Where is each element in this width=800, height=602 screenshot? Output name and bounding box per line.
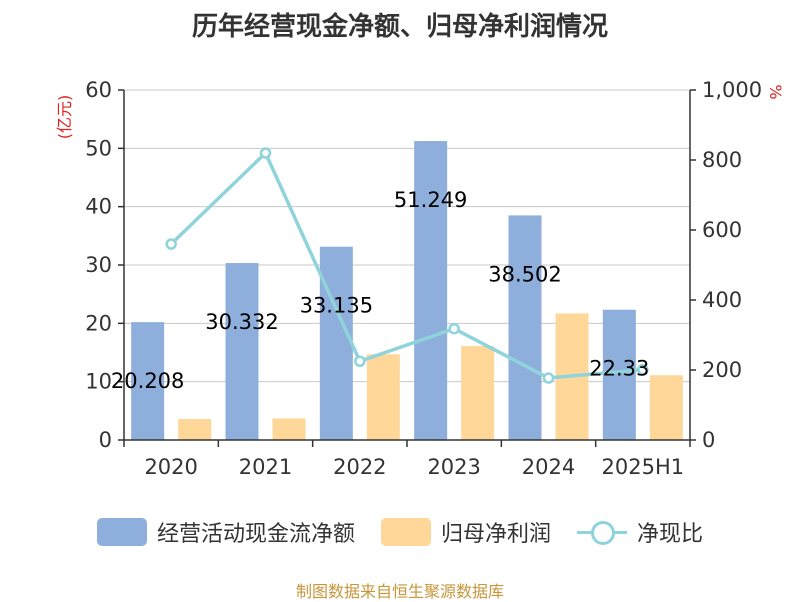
bar-data-label: 20.208 (111, 369, 184, 393)
source-note: 制图数据来自恒生聚源数据库 (295, 582, 504, 601)
left-axis-tick-label: 60 (85, 78, 112, 102)
combo-chart: 010203040506002004006008001,000(亿元)%2020… (55, 78, 785, 479)
right-axis-tick-label: 600 (702, 218, 742, 242)
legend: 经营活动现金流净额 归母净利润 净现比 (0, 516, 800, 548)
bar-cashflow (225, 263, 259, 440)
ratio-point (165, 238, 177, 250)
legend-label-profit: 归母净利润 (440, 522, 551, 547)
ratio-point (637, 363, 649, 376)
left-axis-tick-label: 50 (85, 136, 112, 160)
ratio-point (448, 322, 460, 335)
left-axis-tick-label: 40 (85, 195, 112, 219)
right-axis-tick-label: 0 (702, 428, 715, 452)
legend-swatch-profit (380, 518, 431, 546)
axes: 010203040506002004006008001,000(亿元)%2020… (55, 78, 785, 479)
x-axis-tick-label: 2020 (144, 455, 197, 479)
left-axis-tick-label: 20 (85, 311, 112, 335)
bar-profit (366, 354, 400, 440)
x-axis-tick-label: 2024 (522, 455, 575, 479)
legend-item-cashflow[interactable]: 经营活动现金流净额 (96, 516, 355, 548)
chart-title: 历年经营现金净额、归母净利润情况 (191, 12, 608, 42)
right-axis-tick-label: 400 (702, 288, 742, 312)
x-axis-tick-label: 2025H1 (602, 455, 685, 479)
legend-swatch-ratio (577, 518, 627, 546)
legend-label-ratio: 净现比 (637, 522, 704, 547)
left-axis-tick-label: 30 (85, 253, 112, 277)
bar-data-label: 51.249 (394, 188, 467, 212)
ratio-line-path (169, 151, 643, 380)
x-axis-tick-label: 2023 (427, 455, 480, 479)
bar-cashflow (319, 246, 353, 440)
bar-data-label: 38.502 (488, 262, 561, 286)
right-axis-tick-label: 1,000 (702, 78, 762, 102)
bars (131, 141, 683, 441)
right-axis-tick-label: 800 (702, 148, 742, 172)
bar-cashflow (508, 215, 542, 440)
ratio-point (542, 372, 555, 384)
legend-swatch-cashflow (96, 518, 147, 546)
bar-profit (178, 419, 212, 440)
bar-profit (272, 418, 306, 440)
bar-cashflow (131, 322, 165, 440)
x-axis-tick-label: 2021 (239, 455, 292, 479)
legend-label-cashflow: 经营活动现金流净额 (156, 522, 355, 547)
ratio-point (354, 355, 366, 367)
bar-cashflow (414, 141, 448, 441)
bar-data-label: 22.33 (589, 357, 649, 381)
left-axis-tick-label: 10 (85, 370, 112, 394)
bar-data-label: 33.135 (300, 294, 373, 318)
legend-item-ratio[interactable]: 净现比 (577, 516, 703, 548)
data-labels: 20.208 30.332 33.135 51.249 38.502 22.33 (111, 188, 649, 393)
left-axis-tick-label: 0 (99, 428, 112, 452)
bar-cashflow (602, 309, 636, 440)
ratio-point (259, 147, 272, 159)
right-axis-unit: % (766, 84, 785, 99)
bar-data-label: 30.332 (205, 310, 278, 334)
bar-profit (649, 375, 683, 440)
x-axis-tick-label: 2022 (333, 455, 386, 479)
gridlines (124, 89, 690, 383)
legend-item-profit[interactable]: 归母净利润 (380, 516, 551, 548)
left-axis-unit: (亿元) (55, 95, 74, 140)
bar-profit (461, 346, 495, 440)
ratio-line (165, 147, 649, 384)
right-axis-tick-label: 200 (702, 358, 742, 382)
